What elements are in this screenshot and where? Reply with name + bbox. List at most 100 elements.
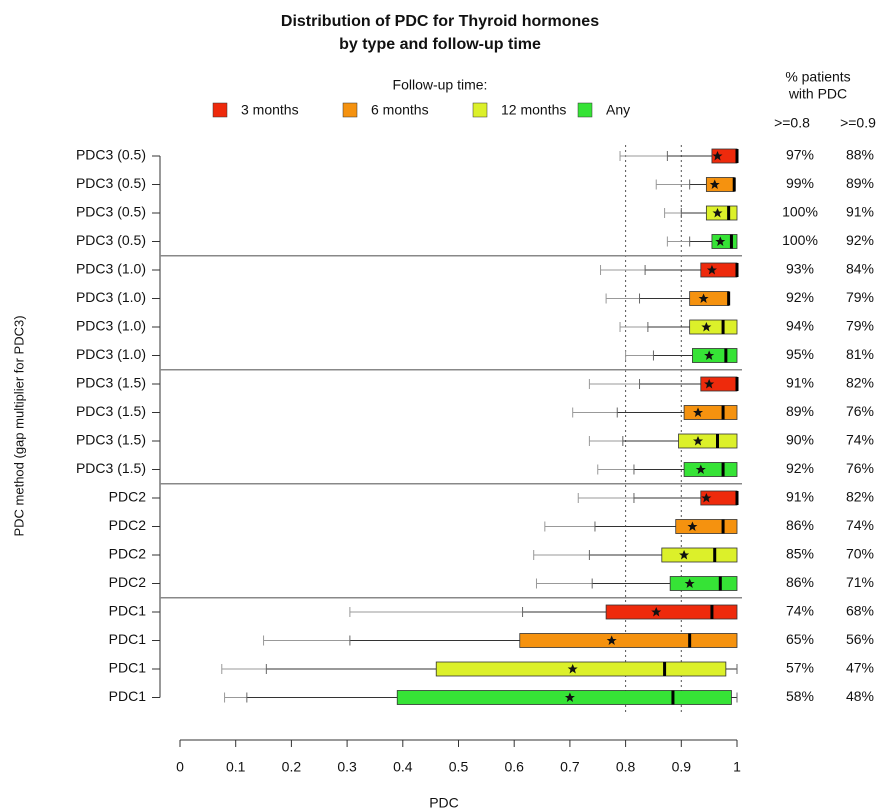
box [711, 234, 738, 249]
x-tick-label: 0.4 [393, 759, 413, 775]
table-cell: 74% [846, 517, 874, 533]
table-cell: 86% [786, 574, 814, 590]
y-tick-label: PDC3 (0.5) [76, 175, 146, 191]
box [675, 519, 738, 534]
mean-star [706, 265, 717, 275]
table-cell: 95% [786, 346, 814, 362]
table-cell: 91% [846, 204, 874, 220]
table-cell: 99% [786, 175, 814, 191]
table-cell: 71% [846, 574, 874, 590]
table-cell: 92% [786, 460, 814, 476]
y-tick-label: PDC2 [109, 574, 147, 590]
table-cell: 58% [786, 688, 814, 704]
y-tick-label: PDC3 (0.5) [76, 147, 146, 163]
x-tick-label: 0.6 [504, 759, 524, 775]
box [683, 405, 738, 420]
y-tick-label: PDC3 (1.5) [76, 460, 146, 476]
table-cell: 81% [846, 346, 874, 362]
table-cell: 70% [846, 546, 874, 562]
table-column: >=0.8 [774, 115, 810, 131]
x-axis-label: PDC [429, 795, 459, 811]
y-tick-label: PDC1 [109, 603, 147, 619]
table-cell: 94% [786, 318, 814, 334]
box [705, 177, 735, 192]
box [692, 348, 738, 363]
table-cell: 47% [846, 660, 874, 676]
y-tick-label: PDC3 (1.0) [76, 318, 146, 334]
mean-star [606, 635, 617, 645]
table-cell: 65% [786, 631, 814, 647]
table-cell: 88% [846, 147, 874, 163]
mean-star [687, 521, 698, 531]
y-tick-label: PDC3 (1.0) [76, 289, 146, 305]
mean-star [698, 293, 709, 303]
box [669, 576, 738, 591]
y-tick-label: PDC3 (0.5) [76, 232, 146, 248]
table-cell: 74% [786, 603, 814, 619]
mean-star [564, 692, 575, 702]
x-tick-label: 0.5 [449, 759, 469, 775]
box [700, 262, 738, 278]
table-cell: 89% [846, 175, 874, 191]
table-cell: 91% [786, 375, 814, 391]
mean-star [693, 407, 704, 417]
y-tick-label: PDC3 (1.0) [76, 346, 146, 362]
table-cell: 84% [846, 261, 874, 277]
box [689, 319, 738, 335]
mean-star [701, 322, 712, 332]
table-cell: 57% [786, 660, 814, 676]
box [435, 661, 727, 677]
y-tick-label: PDC3 (0.5) [76, 204, 146, 220]
mean-star [715, 236, 726, 246]
table-cell: 82% [846, 375, 874, 391]
mean-star [651, 607, 662, 617]
legend-label: 12 months [501, 102, 566, 118]
table-cell: 97% [786, 147, 814, 163]
box [661, 547, 738, 563]
x-tick-label: 0.8 [616, 759, 636, 775]
mean-star [567, 664, 578, 674]
box [683, 462, 738, 477]
table-cell: 85% [786, 546, 814, 562]
mean-star [684, 578, 695, 588]
box [705, 205, 738, 221]
x-tick-label: 0.3 [337, 759, 357, 775]
y-tick-label: PDC2 [109, 489, 147, 505]
table-column: >=0.9 [840, 115, 876, 131]
y-tick-label: PDC3 (1.5) [76, 375, 146, 391]
table-cell: 79% [846, 318, 874, 334]
table-cell: 89% [786, 403, 814, 419]
x-tick-label: 0.2 [282, 759, 302, 775]
x-tick-label: 0.1 [226, 759, 246, 775]
y-tick-label: PDC1 [109, 631, 147, 647]
legend-label: 3 months [241, 102, 299, 118]
table-cell: 76% [846, 403, 874, 419]
table-header: % patients [785, 69, 850, 85]
y-tick-label: PDC3 (1.5) [76, 403, 146, 419]
box [689, 291, 730, 306]
box [605, 604, 738, 620]
mean-star [695, 464, 706, 474]
legend-swatch [577, 102, 593, 118]
mean-star [693, 436, 704, 446]
x-tick-label: 0.7 [560, 759, 580, 775]
mean-star [712, 151, 723, 161]
table-cell: 76% [846, 460, 874, 476]
y-tick-label: PDC3 (1.5) [76, 432, 146, 448]
y-tick-label: PDC1 [109, 688, 147, 704]
table-cell: 79% [846, 289, 874, 305]
table-cell: 91% [786, 489, 814, 505]
x-tick-label: 0 [176, 759, 184, 775]
table-cell: 74% [846, 432, 874, 448]
legend-label: 6 months [371, 102, 429, 118]
box [396, 690, 732, 705]
table-cell: 92% [786, 289, 814, 305]
mean-star [709, 179, 720, 189]
y-axis-label: PDC method (gap multiplier for PDC3) [11, 315, 26, 536]
table-cell: 56% [846, 631, 874, 647]
table-cell: 86% [786, 517, 814, 533]
table-cell: 48% [846, 688, 874, 704]
table-cell: 82% [846, 489, 874, 505]
chart-title: by type and follow-up time [339, 36, 541, 53]
